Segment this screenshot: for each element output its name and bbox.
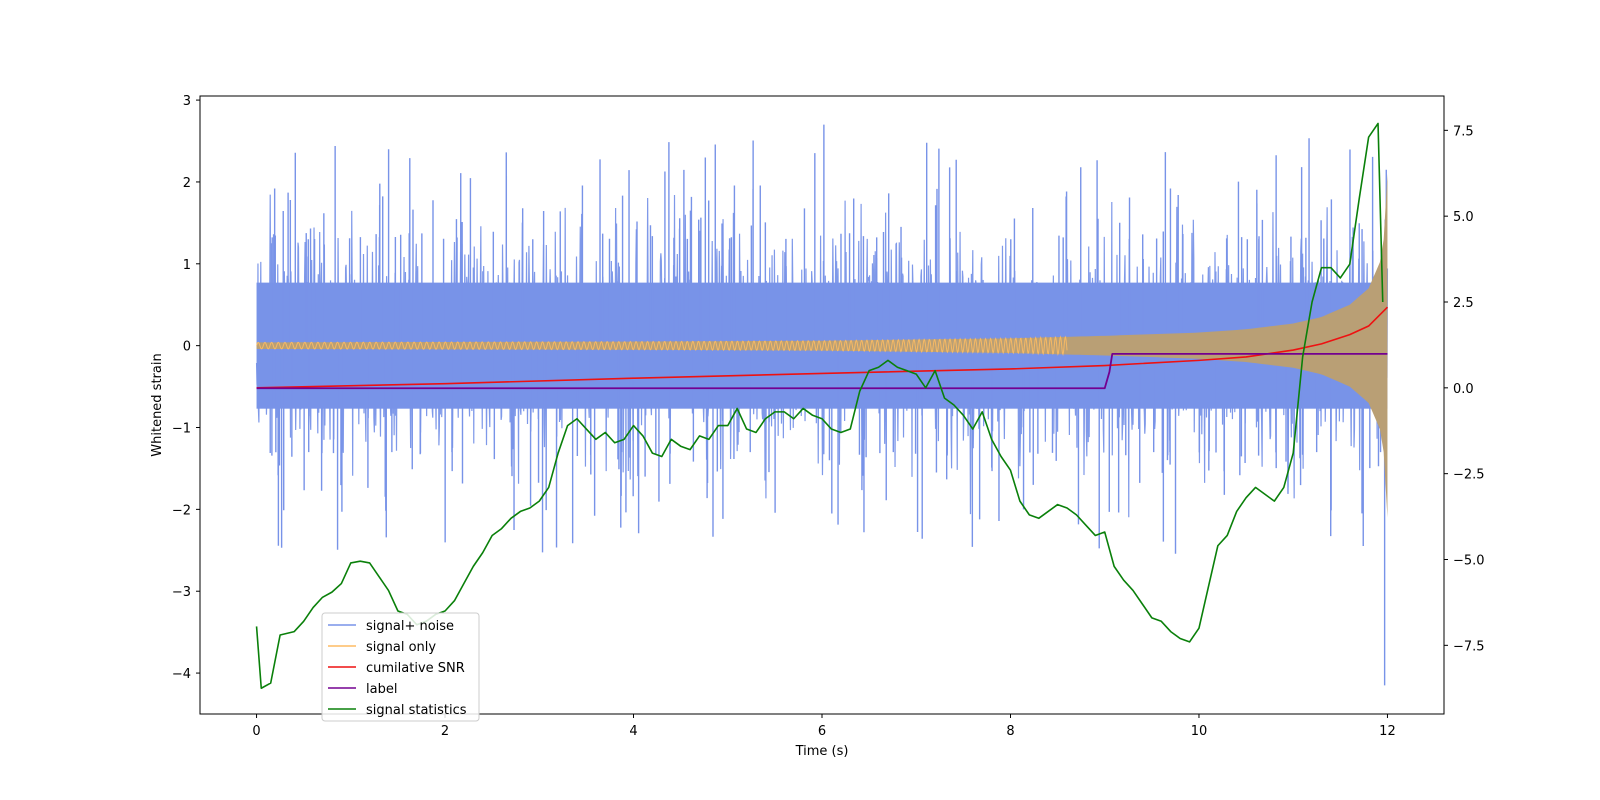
y2-tick-label: −7.5 [1453, 639, 1485, 654]
y-tick-label: 2 [183, 176, 191, 191]
legend-label-label: label [366, 682, 397, 697]
x-tick-label: 10 [1191, 724, 1208, 739]
axes-ticks: 0 2 4 6 8 10 123210−1−2−3−47.55.02.50.0−2.5−5.… [172, 94, 1485, 739]
x-tick-label: 12 [1379, 724, 1396, 739]
y2-tick-label: −5.0 [1453, 554, 1485, 569]
y-tick-label: 1 [183, 258, 191, 273]
y-tick-label: 3 [183, 94, 191, 109]
y-tick-label: −3 [172, 585, 191, 600]
series-cumulative-snr-line [256, 306, 1389, 389]
series-signal-only-envelope [256, 173, 1388, 518]
x-tick-label: 4 [629, 724, 637, 739]
legend-label-signal-noise: signal+ noise [366, 619, 454, 634]
y2-tick-label: 0.0 [1453, 382, 1474, 397]
y2-tick-label: −2.5 [1453, 468, 1485, 483]
legend-label-signal-only: signal only [366, 640, 436, 655]
y-tick-label: −1 [172, 422, 191, 437]
legend: signal+ noise signal only cumilative SNR… [321, 612, 480, 722]
legend-label-signal-statistics: signal statistics [366, 703, 467, 718]
series-signal-noise-spikes [269, 124, 1387, 686]
y-tick-label: −4 [172, 667, 191, 682]
x-tick-label: 6 [818, 724, 826, 739]
y-tick-label: −2 [172, 503, 191, 518]
x-axis-label: Time (s) [795, 744, 849, 759]
y2-tick-label: 2.5 [1453, 296, 1474, 311]
series-signal-only-line [256, 335, 1068, 357]
x-tick-label: 2 [441, 724, 449, 739]
series-label-line [256, 352, 1388, 390]
y-axis-label: Whitened strain [150, 353, 165, 456]
y2-tick-label: 5.0 [1453, 210, 1474, 225]
legend-box [321, 612, 480, 722]
series-signal-statistics-line [255, 122, 1384, 690]
legend-label-cumulative-snr: cumilative SNR [366, 661, 465, 676]
x-tick-label: 0 [252, 724, 260, 739]
plot-area [255, 122, 1389, 690]
y-tick-label: 0 [183, 340, 191, 355]
x-tick-label: 8 [1006, 724, 1014, 739]
y2-tick-label: 7.5 [1453, 124, 1474, 139]
